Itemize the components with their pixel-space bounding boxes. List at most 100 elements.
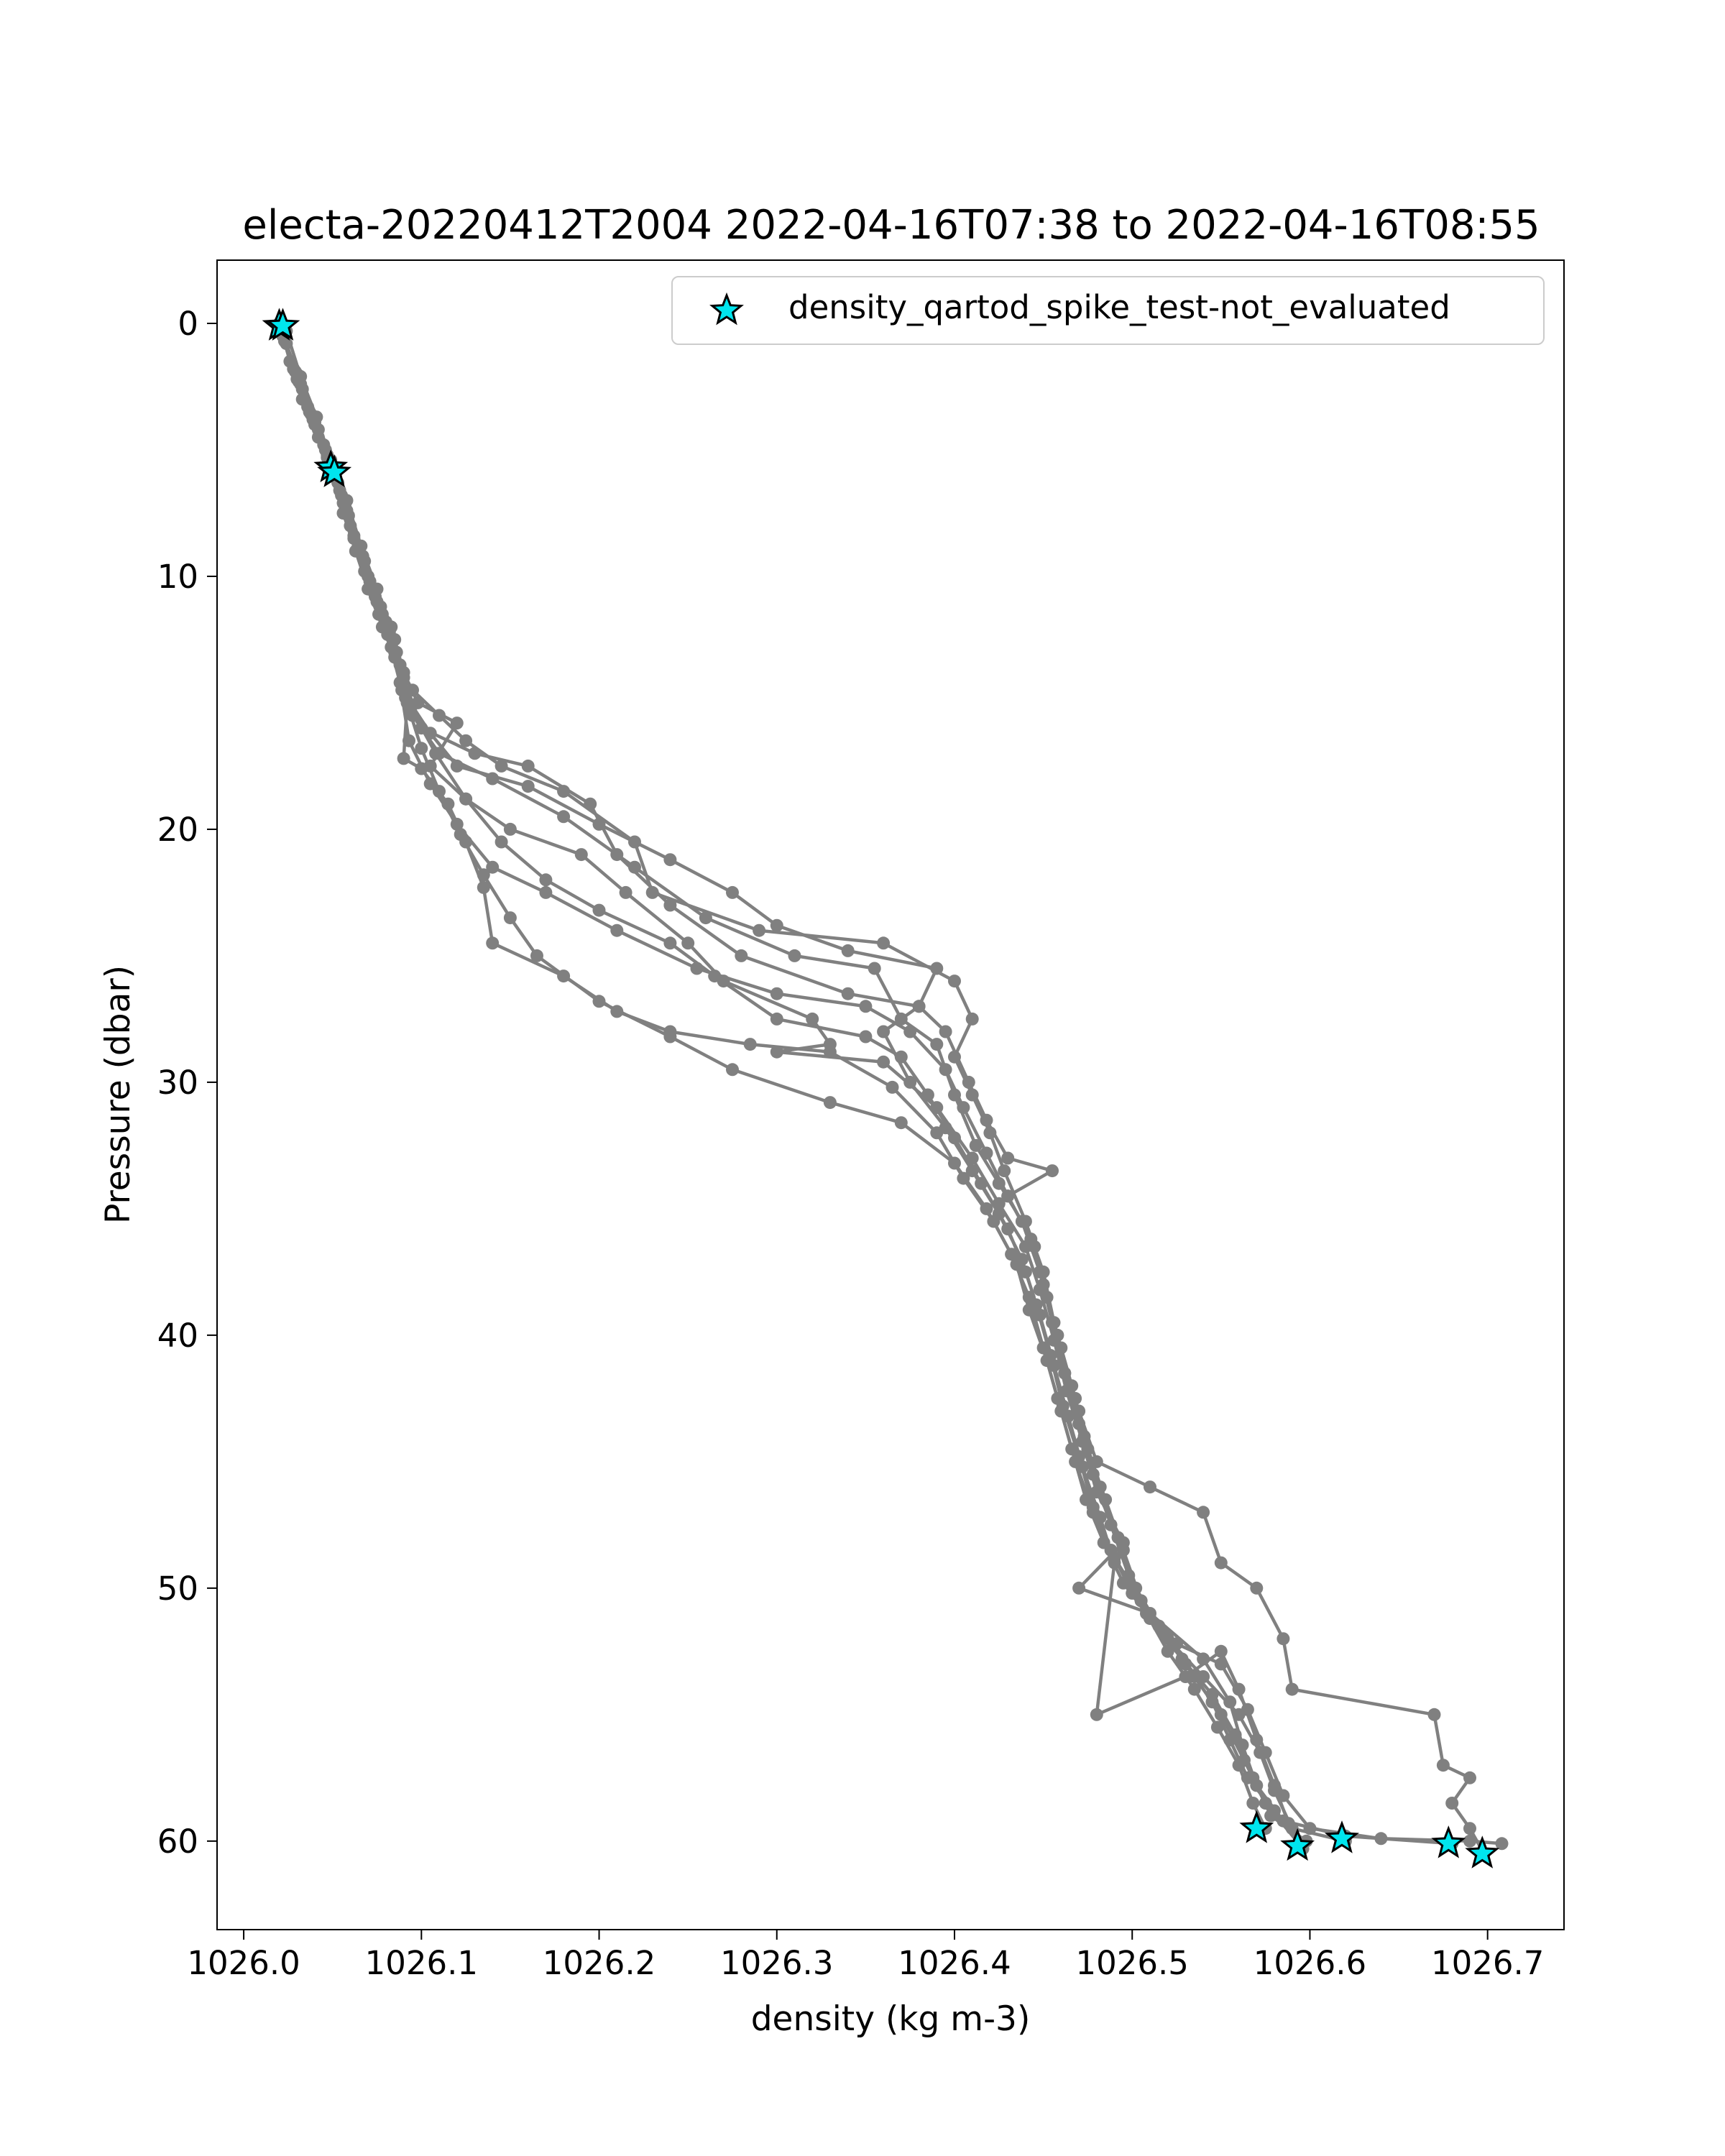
data-point xyxy=(1463,1834,1476,1848)
data-point xyxy=(1197,1506,1210,1519)
data-point xyxy=(477,880,490,894)
data-point xyxy=(397,752,410,765)
data-point xyxy=(868,962,881,975)
data-point xyxy=(948,975,961,988)
data-point xyxy=(998,1164,1011,1178)
data-point xyxy=(1018,1240,1032,1253)
data-point xyxy=(1090,1708,1103,1721)
x-tick-label: 1026.6 xyxy=(1254,1944,1366,1982)
data-point xyxy=(619,885,632,899)
data-point xyxy=(1276,1632,1290,1646)
data-point xyxy=(433,785,446,798)
data-point xyxy=(735,949,748,962)
legend-entry-label: density_qartod_spike_test-not_evaluated xyxy=(788,288,1450,326)
data-point xyxy=(1187,1682,1201,1696)
series-line xyxy=(285,343,1305,1850)
data-point xyxy=(557,810,571,824)
data-point xyxy=(1463,1822,1476,1835)
data-point xyxy=(699,911,712,925)
y-tick-label: 50 xyxy=(157,1570,198,1608)
data-point xyxy=(980,1202,993,1215)
data-point xyxy=(486,936,500,950)
data-point xyxy=(877,936,891,950)
data-point xyxy=(415,742,428,755)
y-axis-label: Pressure (dbar) xyxy=(98,965,138,1224)
data-point xyxy=(894,1116,908,1130)
data-point xyxy=(957,1101,970,1115)
data-point xyxy=(521,759,535,773)
data-point xyxy=(628,860,641,874)
data-point xyxy=(280,337,293,351)
data-point xyxy=(1463,1771,1476,1784)
data-point xyxy=(877,1025,891,1038)
flagged-point-star xyxy=(1431,1825,1466,1858)
x-tick-label: 1026.1 xyxy=(365,1944,478,1982)
flagged-point-star xyxy=(1325,1820,1359,1853)
legend-star-marker xyxy=(709,292,744,326)
data-point xyxy=(1214,1644,1228,1658)
data-point xyxy=(841,944,855,957)
flagged-point-star xyxy=(1280,1828,1315,1861)
data-point xyxy=(311,423,325,436)
y-tick-label: 40 xyxy=(157,1317,198,1355)
data-point xyxy=(1179,1670,1192,1683)
data-point xyxy=(1427,1708,1441,1721)
data-point xyxy=(503,911,517,925)
data-point xyxy=(903,1075,917,1089)
data-point xyxy=(1232,1682,1246,1696)
data-point xyxy=(1268,1779,1281,1792)
flagged-point-star xyxy=(1239,1810,1274,1843)
data-point xyxy=(459,792,473,806)
data-point xyxy=(494,835,508,849)
data-point xyxy=(770,1012,783,1026)
data-point xyxy=(886,1080,899,1094)
data-point xyxy=(530,949,543,962)
x-tick-label: 1026.2 xyxy=(543,1944,656,1982)
x-tick-label: 1026.7 xyxy=(1431,1944,1544,1982)
data-point xyxy=(1285,1682,1299,1696)
data-point xyxy=(592,817,606,831)
data-point xyxy=(859,1030,873,1044)
y-tick-label: 20 xyxy=(157,811,198,849)
data-point xyxy=(969,1138,983,1152)
y-tick-label: 30 xyxy=(157,1064,198,1102)
x-tick-label: 1026.4 xyxy=(898,1944,1011,1982)
data-point xyxy=(1046,1164,1059,1178)
data-point xyxy=(539,873,553,887)
data-point xyxy=(806,1012,819,1026)
data-point xyxy=(1047,1359,1061,1373)
data-point xyxy=(1108,1556,1121,1570)
data-point xyxy=(1250,1733,1264,1746)
data-point xyxy=(663,853,677,867)
x-tick-label: 1026.0 xyxy=(187,1944,300,1982)
flagged-point-star xyxy=(1465,1835,1500,1869)
data-point xyxy=(743,1038,757,1051)
data-point xyxy=(459,734,473,747)
data-point xyxy=(1282,1817,1295,1830)
x-tick-label: 1026.3 xyxy=(720,1944,833,1982)
data-point xyxy=(1047,1333,1061,1347)
data-point xyxy=(1436,1759,1450,1772)
data-point xyxy=(477,868,490,882)
data-point xyxy=(965,1012,979,1026)
data-point xyxy=(823,1096,837,1110)
data-point xyxy=(1116,1576,1130,1590)
data-point xyxy=(1161,1644,1174,1658)
data-point xyxy=(454,828,467,841)
data-point xyxy=(859,1000,873,1013)
data-point xyxy=(980,1113,993,1127)
data-point xyxy=(574,848,588,862)
y-tick-label: 0 xyxy=(178,305,198,343)
data-point xyxy=(468,747,482,760)
data-point xyxy=(788,949,801,962)
data-point xyxy=(1495,1837,1509,1851)
y-axis-ticks: 0 10 20 30 40 50 60 xyxy=(157,305,217,1861)
data-point xyxy=(708,969,722,983)
data-point xyxy=(1080,1493,1092,1506)
data-point xyxy=(1214,1556,1228,1570)
data-point xyxy=(1303,1822,1317,1835)
x-axis-label: density (kg m-3) xyxy=(751,1999,1031,2039)
data-point xyxy=(1250,1581,1264,1595)
data-point xyxy=(521,780,535,793)
data-point xyxy=(980,1146,993,1160)
